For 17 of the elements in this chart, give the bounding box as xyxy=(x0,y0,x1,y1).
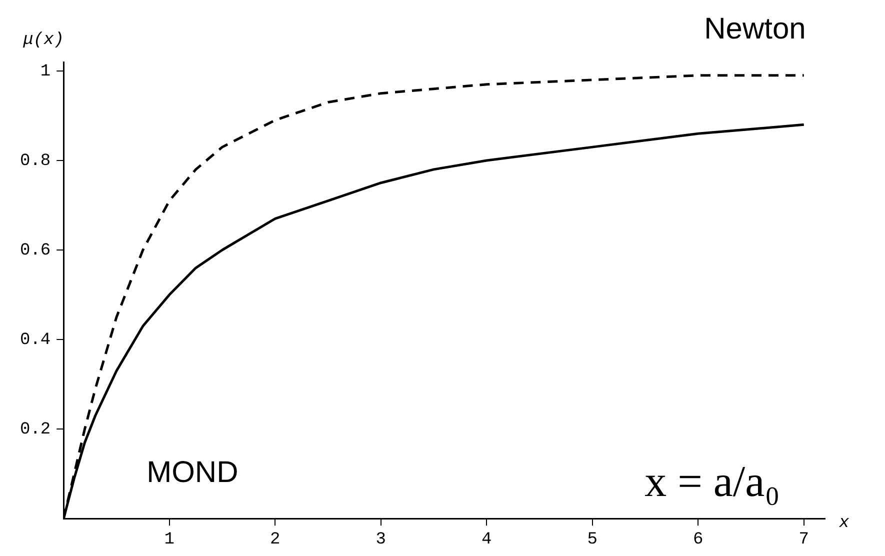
x-tick-label: 1 xyxy=(164,530,174,550)
y-tick-label: 0.2 xyxy=(20,420,51,440)
x-tick-label: 7 xyxy=(798,530,809,550)
y-tick-label: 1 xyxy=(40,62,51,82)
x-tick-label: 5 xyxy=(587,530,598,550)
y-tick-label: 0.6 xyxy=(20,242,51,261)
x-tick-label: 6 xyxy=(693,530,704,550)
annotation: x = a/a₀ xyxy=(644,457,780,506)
text: MOND xyxy=(146,456,238,489)
y-tick-label: 0.4 xyxy=(20,331,51,350)
y-axis-title: μ(x) xyxy=(22,31,64,50)
x-tick-label: 2 xyxy=(270,530,280,550)
x-axis-title: x xyxy=(838,514,850,534)
y-tick-label: 0.8 xyxy=(20,152,51,171)
x-tick-label: 4 xyxy=(482,530,492,550)
x-tick-label: 3 xyxy=(376,530,386,550)
series-label: Newton xyxy=(704,12,806,46)
